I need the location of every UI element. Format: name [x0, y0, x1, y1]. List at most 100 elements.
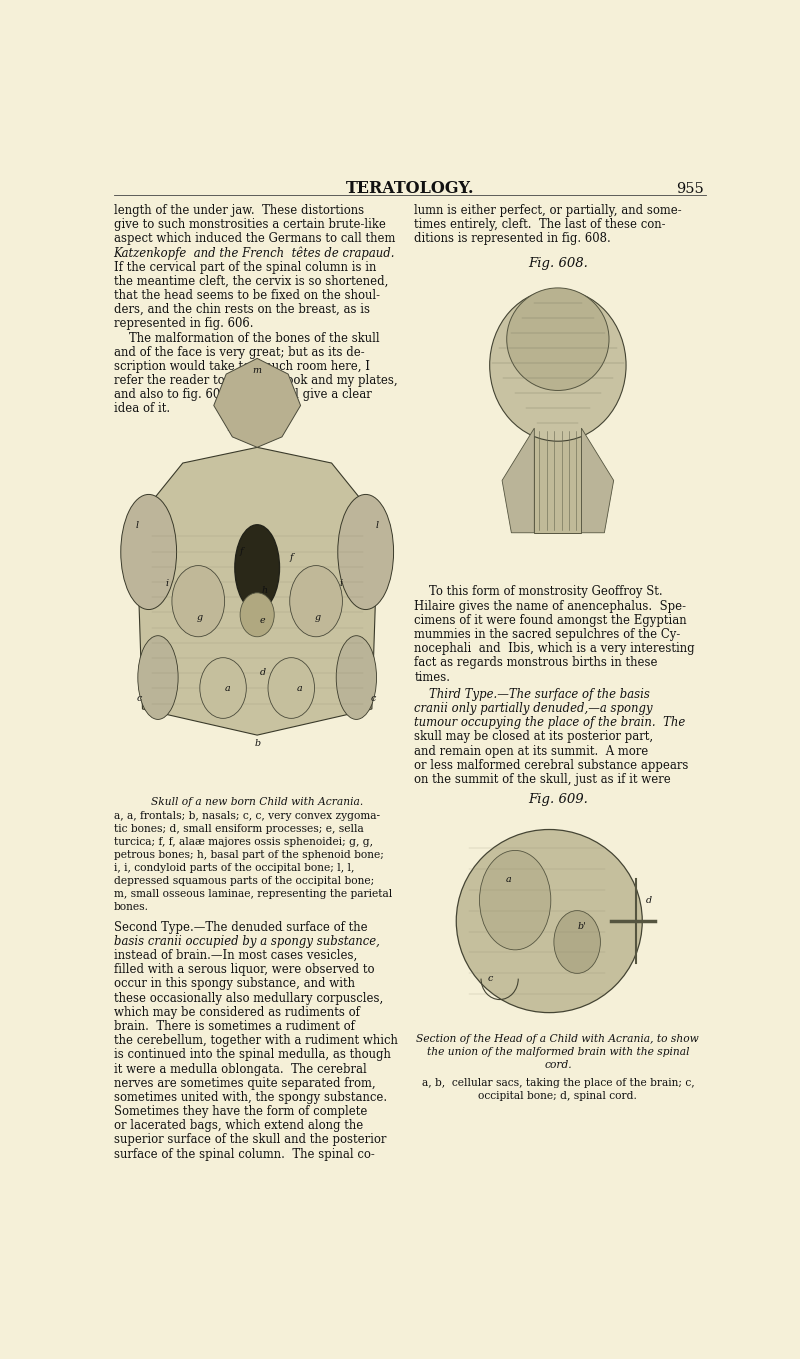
Text: TERATOLOGY.: TERATOLOGY.: [346, 181, 474, 197]
Text: brain.  There is sometimes a rudiment of: brain. There is sometimes a rudiment of: [114, 1021, 354, 1033]
Text: occipital bone; d, spinal cord.: occipital bone; d, spinal cord.: [478, 1090, 638, 1101]
Text: or less malformed cerebral substance appears: or less malformed cerebral substance app…: [414, 758, 689, 772]
Text: a: a: [297, 684, 302, 693]
Text: times.: times.: [414, 670, 450, 684]
Text: bones.: bones.: [114, 902, 149, 912]
Ellipse shape: [456, 829, 642, 1012]
Text: fact as regards monstrous births in these: fact as regards monstrous births in thes…: [414, 656, 658, 670]
Text: length of the under jaw.  These distortions: length of the under jaw. These distortio…: [114, 204, 364, 217]
Text: sometimes united with, the spongy substance.: sometimes united with, the spongy substa…: [114, 1091, 386, 1104]
Polygon shape: [136, 447, 378, 735]
Text: filled with a serous liquor, were observed to: filled with a serous liquor, were observ…: [114, 964, 374, 976]
Text: Second Type.—The denuded surface of the: Second Type.—The denuded surface of the: [114, 921, 367, 934]
Ellipse shape: [336, 636, 377, 719]
Text: d: d: [646, 896, 651, 905]
Text: c: c: [137, 694, 142, 703]
Text: and also to fig. 607., which will give a clear: and also to fig. 607., which will give a…: [114, 389, 371, 401]
Bar: [114, 444, 401, 790]
Text: h: h: [262, 586, 268, 595]
Text: a: a: [506, 875, 512, 883]
Ellipse shape: [290, 565, 342, 637]
Ellipse shape: [240, 593, 274, 637]
Ellipse shape: [479, 851, 551, 950]
Text: g: g: [315, 613, 321, 622]
Text: the meantime cleft, the cervix is so shortened,: the meantime cleft, the cervix is so sho…: [114, 275, 388, 288]
Text: on the summit of the skull, just as if it were: on the summit of the skull, just as if i…: [414, 773, 671, 786]
Text: refer the reader to my handbook and my plates,: refer the reader to my handbook and my p…: [114, 374, 398, 387]
Ellipse shape: [490, 289, 626, 442]
Text: e: e: [259, 616, 265, 625]
Text: tic bones; d, small ensiform processes; e, sella: tic bones; d, small ensiform processes; …: [114, 824, 363, 834]
Text: and of the face is very great; but as its de-: and of the face is very great; but as it…: [114, 345, 364, 359]
Text: is continued into the spinal medulla, as though: is continued into the spinal medulla, as…: [114, 1048, 390, 1061]
Ellipse shape: [121, 495, 177, 610]
Text: The malformation of the bones of the skull: The malformation of the bones of the sku…: [114, 332, 379, 344]
Text: g: g: [197, 613, 203, 622]
Text: mummies in the sacred sepulchres of the Cy-: mummies in the sacred sepulchres of the …: [414, 628, 681, 641]
Text: b: b: [254, 739, 261, 747]
Text: and remain open at its summit.  A more: and remain open at its summit. A more: [414, 745, 649, 757]
Text: give to such monstrosities a certain brute-like: give to such monstrosities a certain bru…: [114, 217, 386, 231]
Text: it were a medulla oblongata.  The cerebral: it were a medulla oblongata. The cerebra…: [114, 1063, 366, 1075]
Text: Section of the Head of a Child with Acrania, to show: Section of the Head of a Child with Acra…: [417, 1034, 699, 1044]
Text: represented in fig. 606.: represented in fig. 606.: [114, 317, 253, 330]
Text: a, a, frontals; b, nasals; c, c, very convex zygoma-: a, a, frontals; b, nasals; c, c, very co…: [114, 811, 380, 821]
Text: To this form of monstrosity Geoffroy St.: To this form of monstrosity Geoffroy St.: [414, 586, 663, 598]
Text: i, i, condyloid parts of the occipital bone; l, l,: i, i, condyloid parts of the occipital b…: [114, 863, 354, 874]
Text: aspect which induced the Germans to call them: aspect which induced the Germans to call…: [114, 232, 395, 245]
Text: these occasionally also medullary corpuscles,: these occasionally also medullary corpus…: [114, 992, 383, 1004]
Text: cimens of it were found amongst the Egyptian: cimens of it were found amongst the Egyp…: [414, 614, 687, 626]
Ellipse shape: [554, 911, 601, 973]
Text: depressed squamous parts of the occipital bone;: depressed squamous parts of the occipita…: [114, 877, 374, 886]
Text: f: f: [240, 548, 243, 556]
Text: d: d: [260, 667, 266, 677]
Text: l: l: [136, 522, 139, 530]
Text: which may be considered as rudiments of: which may be considered as rudiments of: [114, 1006, 359, 1019]
Text: 955: 955: [676, 182, 704, 196]
Text: nerves are sometimes quite separated from,: nerves are sometimes quite separated fro…: [114, 1076, 375, 1090]
Text: petrous bones; h, basal part of the sphenoid bone;: petrous bones; h, basal part of the sphe…: [114, 851, 383, 860]
Text: f: f: [290, 553, 293, 561]
Ellipse shape: [338, 495, 394, 610]
Text: superior surface of the skull and the posterior: superior surface of the skull and the po…: [114, 1133, 386, 1147]
Text: m, small osseous laminae, representing the parietal: m, small osseous laminae, representing t…: [114, 889, 392, 900]
Text: skull may be closed at its posterior part,: skull may be closed at its posterior par…: [414, 730, 654, 743]
Polygon shape: [582, 428, 614, 533]
Bar: [414, 280, 702, 575]
Text: basis cranii occupied by a spongy substance,: basis cranii occupied by a spongy substa…: [114, 935, 379, 949]
Text: a: a: [225, 684, 230, 693]
Text: Third Type.—The surface of the basis: Third Type.—The surface of the basis: [414, 688, 650, 701]
Text: ditions is represented in fig. 608.: ditions is represented in fig. 608.: [414, 232, 611, 245]
Text: ders, and the chin rests on the breast, as is: ders, and the chin rests on the breast, …: [114, 303, 370, 317]
Text: idea of it.: idea of it.: [114, 402, 170, 416]
Text: nocephali  and  Ibis, which is a very interesting: nocephali and Ibis, which is a very inte…: [414, 643, 695, 655]
Polygon shape: [502, 428, 534, 533]
Text: that the head seems to be fixed on the shoul-: that the head seems to be fixed on the s…: [114, 289, 380, 302]
Text: a, b,  cellular sacs, taking the place of the brain; c,: a, b, cellular sacs, taking the place of…: [422, 1078, 694, 1087]
Ellipse shape: [200, 658, 246, 719]
Text: cord.: cord.: [544, 1060, 572, 1071]
Text: instead of brain.—In most cases vesicles,: instead of brain.—In most cases vesicles…: [114, 949, 357, 962]
Text: m: m: [253, 367, 262, 375]
Bar: [414, 817, 702, 1026]
Text: Skull of a new born Child with Acrania.: Skull of a new born Child with Acrania.: [151, 798, 363, 807]
Text: b': b': [577, 921, 586, 931]
Text: i: i: [166, 579, 169, 588]
Ellipse shape: [268, 658, 314, 719]
Text: Sometimes they have the form of complete: Sometimes they have the form of complete: [114, 1105, 367, 1118]
Text: c: c: [371, 694, 377, 703]
Polygon shape: [214, 359, 301, 447]
Ellipse shape: [172, 565, 225, 637]
Polygon shape: [534, 428, 582, 533]
Text: lumn is either perfect, or partially, and some-: lumn is either perfect, or partially, an…: [414, 204, 682, 217]
Text: scription would take too much room here, I: scription would take too much room here,…: [114, 360, 370, 372]
Text: tumour occupying the place of the brain.  The: tumour occupying the place of the brain.…: [414, 716, 686, 730]
Text: Fig. 608.: Fig. 608.: [528, 257, 588, 270]
Text: l: l: [375, 522, 378, 530]
Text: Fig. 609.: Fig. 609.: [528, 794, 588, 806]
Text: times entirely, cleft.  The last of these con-: times entirely, cleft. The last of these…: [414, 217, 666, 231]
Text: the cerebellum, together with a rudiment which: the cerebellum, together with a rudiment…: [114, 1034, 398, 1048]
Text: cranii only partially denuded,—a spongy: cranii only partially denuded,—a spongy: [414, 703, 653, 715]
Ellipse shape: [235, 525, 279, 610]
Text: i: i: [339, 579, 342, 588]
